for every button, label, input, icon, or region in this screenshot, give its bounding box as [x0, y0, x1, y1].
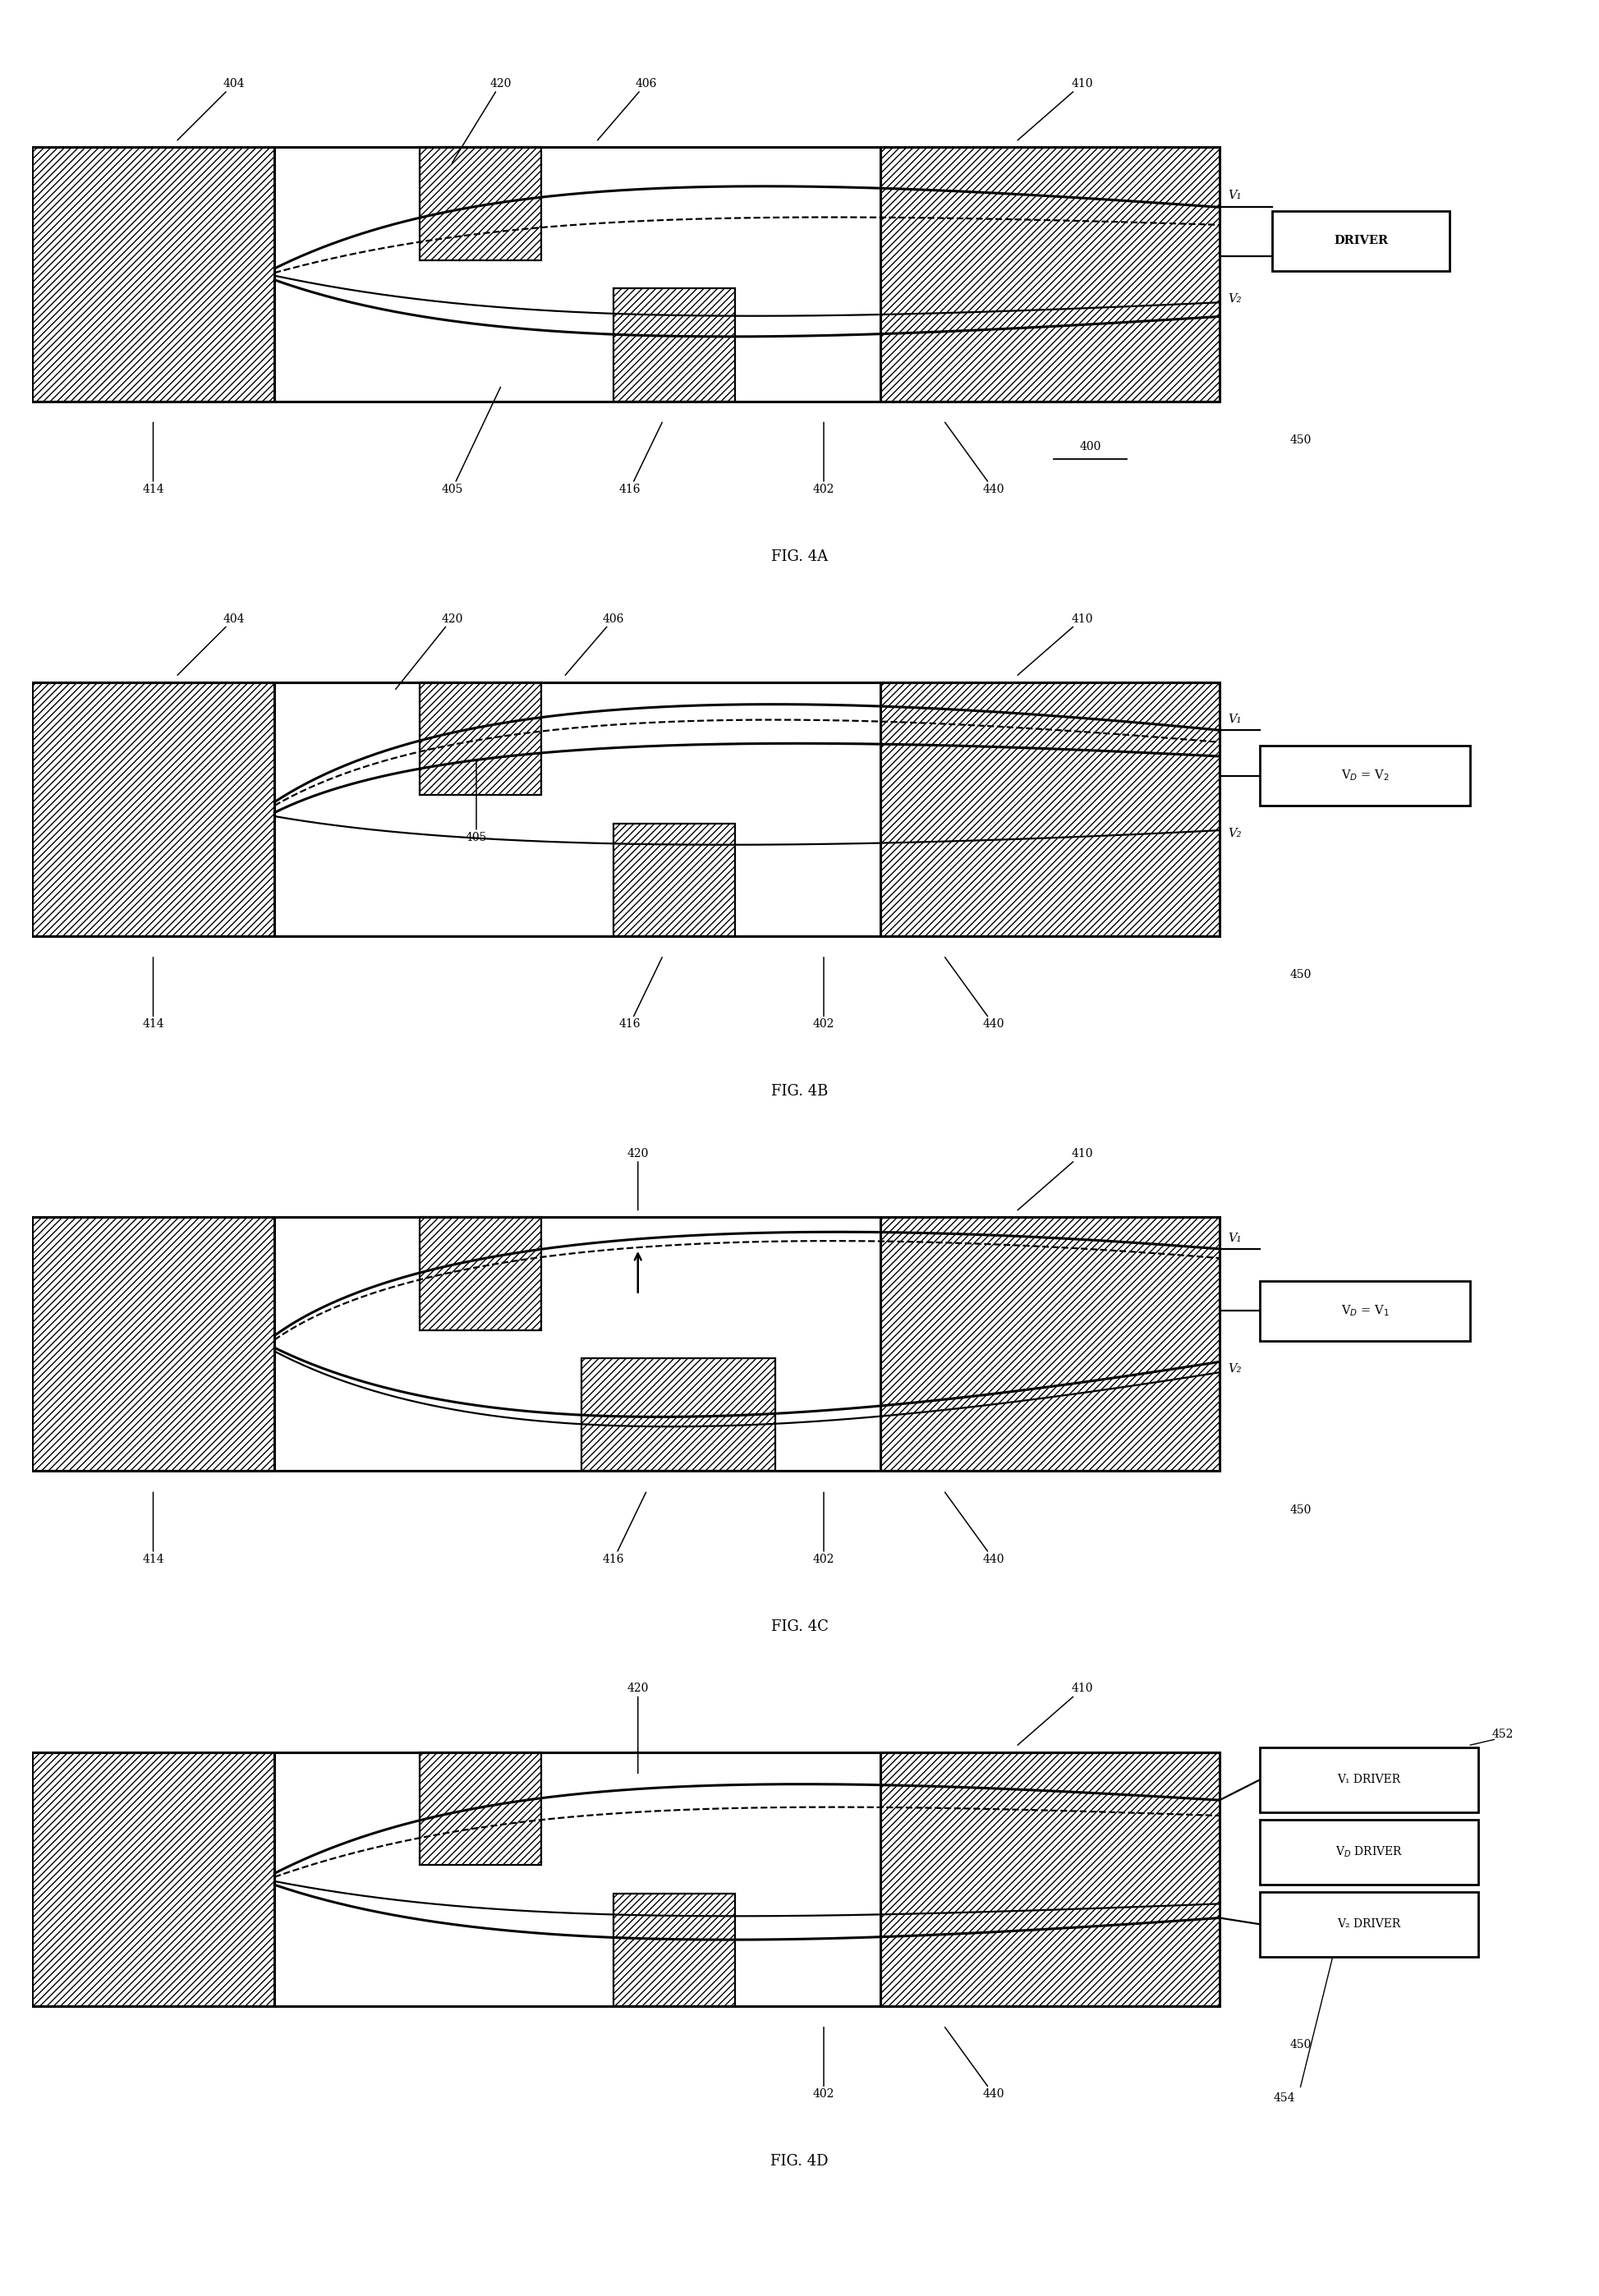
- Bar: [1260, 1747, 1477, 1812]
- Text: V₂: V₂: [1228, 294, 1241, 305]
- Text: 410: 410: [1017, 1683, 1094, 1745]
- Text: 410: 410: [1017, 613, 1094, 675]
- Text: 440: 440: [945, 2027, 1004, 2101]
- Text: 452: 452: [1492, 1729, 1513, 1740]
- Text: 414: 414: [142, 422, 165, 496]
- Text: FIG. 4B: FIG. 4B: [771, 1084, 828, 1100]
- Text: 406: 406: [598, 78, 657, 140]
- Text: V₁: V₁: [1228, 1233, 1241, 1244]
- Text: 410: 410: [1017, 78, 1094, 140]
- Text: V₁: V₁: [1228, 714, 1241, 726]
- Text: 450: 450: [1289, 434, 1311, 445]
- Bar: [421, 682, 540, 794]
- Text: 402: 402: [812, 957, 835, 1031]
- Bar: [1260, 746, 1469, 806]
- Bar: [881, 147, 1220, 402]
- Text: V$_D$ DRIVER: V$_D$ DRIVER: [1335, 1846, 1402, 1860]
- Text: 440: 440: [945, 422, 1004, 496]
- Bar: [421, 147, 540, 259]
- Text: 420: 420: [395, 613, 464, 689]
- Text: 402: 402: [812, 2027, 835, 2101]
- Bar: [421, 1752, 540, 1864]
- Text: 440: 440: [945, 957, 1004, 1031]
- Text: 405: 405: [441, 388, 500, 496]
- Bar: [32, 147, 275, 402]
- Text: 450: 450: [1289, 2039, 1311, 2050]
- Text: 402: 402: [812, 422, 835, 496]
- Text: 414: 414: [142, 1492, 165, 1566]
- Bar: [32, 1752, 275, 2007]
- Text: 416: 416: [603, 1492, 646, 1566]
- Bar: [1273, 211, 1450, 271]
- Bar: [614, 824, 736, 937]
- Bar: [881, 682, 1220, 937]
- Text: V₂: V₂: [1228, 1364, 1241, 1375]
- Text: 416: 416: [619, 422, 662, 496]
- Text: 402: 402: [812, 1492, 835, 1566]
- Bar: [614, 289, 736, 402]
- Text: 454: 454: [1273, 2092, 1295, 2103]
- Bar: [614, 1894, 736, 2007]
- Text: V$_D$ = V$_1$: V$_D$ = V$_1$: [1342, 1304, 1390, 1318]
- Text: 406: 406: [564, 613, 625, 675]
- Text: 414: 414: [142, 957, 165, 1031]
- Bar: [881, 1217, 1220, 1472]
- Bar: [32, 682, 275, 937]
- Text: 450: 450: [1289, 969, 1311, 980]
- Text: 440: 440: [945, 1492, 1004, 1566]
- Text: 404: 404: [177, 613, 245, 675]
- Bar: [582, 1359, 776, 1472]
- Text: 405: 405: [465, 760, 488, 843]
- Text: 400: 400: [1079, 441, 1102, 452]
- Text: V$_D$ = V$_2$: V$_D$ = V$_2$: [1342, 769, 1390, 783]
- Text: 416: 416: [619, 957, 662, 1031]
- Text: 420: 420: [627, 1683, 649, 1773]
- Bar: [32, 1217, 275, 1472]
- Text: V₂ DRIVER: V₂ DRIVER: [1337, 1919, 1401, 1931]
- Text: 404: 404: [177, 78, 245, 140]
- Text: FIG. 4C: FIG. 4C: [771, 1619, 828, 1635]
- Text: V₁ DRIVER: V₁ DRIVER: [1337, 1775, 1401, 1786]
- Text: 410: 410: [1017, 1148, 1094, 1210]
- Text: 450: 450: [1289, 1504, 1311, 1515]
- Bar: [881, 1752, 1220, 2007]
- Bar: [1260, 1892, 1477, 1956]
- Text: DRIVER: DRIVER: [1334, 234, 1388, 246]
- Bar: [1260, 1281, 1469, 1341]
- Text: V₁: V₁: [1228, 191, 1241, 202]
- Text: V₂: V₂: [1228, 829, 1241, 840]
- Bar: [421, 1217, 540, 1329]
- Text: FIG. 4D: FIG. 4D: [771, 2154, 828, 2170]
- Bar: [1260, 1821, 1477, 1885]
- Text: 420: 420: [627, 1148, 649, 1210]
- Text: 420: 420: [453, 78, 512, 163]
- Text: FIG. 4A: FIG. 4A: [771, 549, 828, 565]
